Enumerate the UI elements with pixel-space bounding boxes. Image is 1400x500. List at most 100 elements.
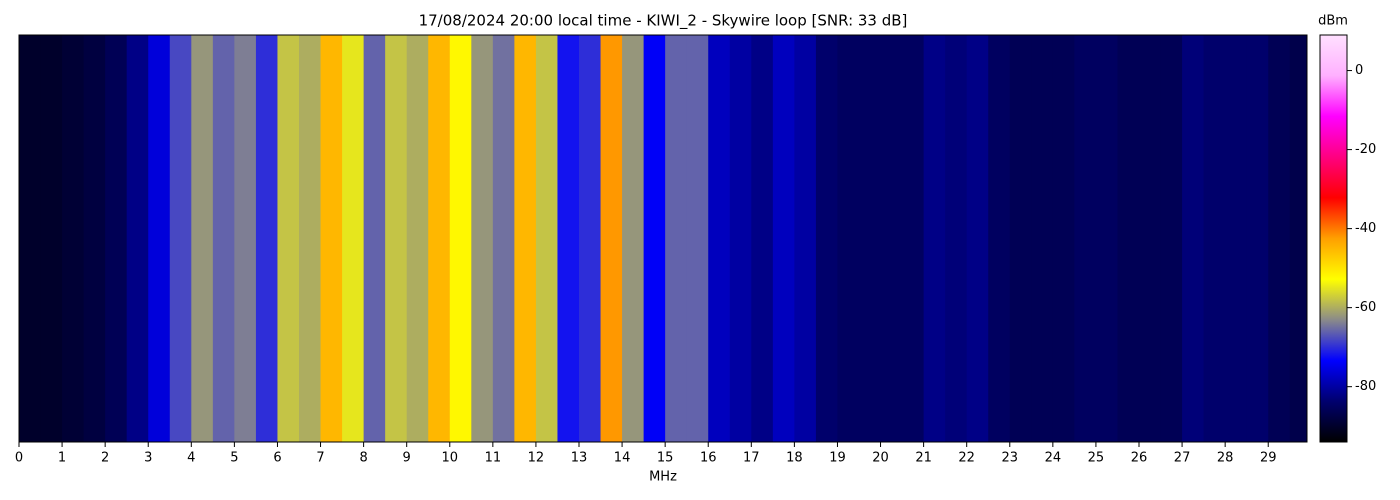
x-tick-label: 9 (403, 451, 411, 466)
heat-cell (1160, 35, 1183, 442)
heat-cell (1095, 35, 1118, 442)
heat-cell (385, 35, 408, 442)
heat-cell (923, 35, 946, 442)
x-tick-label: 29 (1260, 451, 1277, 466)
x-tick-label: 13 (571, 451, 588, 466)
heat-cell (299, 35, 322, 442)
heat-cell (212, 35, 235, 442)
heat-cell (751, 35, 774, 442)
heat-cell (643, 35, 666, 442)
heat-cell (148, 35, 171, 442)
heat-cell (105, 35, 128, 442)
heat-cell (1009, 35, 1032, 442)
heat-cell (665, 35, 688, 442)
heat-cell (794, 35, 817, 442)
heat-cell (1203, 35, 1226, 442)
heat-cell (19, 35, 42, 442)
heat-cell (363, 35, 386, 442)
heat-cell (729, 35, 752, 442)
heat-cell (428, 35, 451, 442)
heat-cell (1246, 35, 1269, 442)
heat-cell (83, 35, 106, 442)
x-tick-label: 14 (614, 451, 631, 466)
heat-cell (686, 35, 709, 442)
heat-cell (815, 35, 838, 442)
heat-cell (1182, 35, 1205, 442)
x-tick-label: 0 (15, 451, 23, 466)
x-tick-label: 7 (316, 451, 324, 466)
heat-cell (622, 35, 645, 442)
x-tick-label: 20 (872, 451, 889, 466)
heat-cell (988, 35, 1011, 442)
heat-cell (449, 35, 472, 442)
heat-cell (772, 35, 795, 442)
heat-cell (342, 35, 365, 442)
colorbar-tick-label: -20 (1355, 142, 1376, 157)
heat-cell (191, 35, 214, 442)
heat-cell (255, 35, 278, 442)
heat-cell (708, 35, 731, 442)
heat-cell (1052, 35, 1075, 442)
colorbar-tick-label: -60 (1355, 300, 1376, 315)
x-tick-label: 12 (528, 451, 545, 466)
heat-cell (1117, 35, 1140, 442)
x-tick-label: 16 (700, 451, 717, 466)
heat-cell (514, 35, 537, 442)
heat-cell (406, 35, 429, 442)
heat-cell (600, 35, 623, 442)
plot-frame (18, 34, 1308, 443)
heat-cell (880, 35, 903, 442)
x-tick-label: 4 (187, 451, 195, 466)
colorbar-tick-label: -80 (1355, 379, 1376, 394)
heat-cell (859, 35, 882, 442)
x-tick-label: 24 (1045, 451, 1062, 466)
x-tick-label: 26 (1131, 451, 1148, 466)
heat-cell (1289, 35, 1307, 442)
heat-cell (557, 35, 580, 442)
chart-title: 17/08/2024 20:00 local time - KIWI_2 - S… (419, 12, 908, 31)
x-tick-label: 27 (1174, 451, 1191, 466)
heat-cell (1268, 35, 1291, 442)
x-tick-label: 3 (144, 451, 152, 466)
x-axis-label: MHz (649, 470, 677, 485)
heat-cell (1225, 35, 1248, 442)
heat-cell (837, 35, 860, 442)
x-tick-label: 6 (273, 451, 281, 466)
x-tick-label: 2 (101, 451, 109, 466)
heat-cell (1074, 35, 1097, 442)
heat-cell (320, 35, 343, 442)
heat-cell (966, 35, 989, 442)
colorbar (1319, 34, 1348, 443)
heat-cell (40, 35, 63, 442)
heat-cell (492, 35, 515, 442)
heat-cell (902, 35, 925, 442)
x-tick-label: 11 (485, 451, 502, 466)
heat-cell (277, 35, 300, 442)
heat-cell (126, 35, 149, 442)
x-tick-label: 17 (743, 451, 760, 466)
heat-cell (1139, 35, 1162, 442)
x-tick-label: 21 (915, 451, 932, 466)
heat-cell (234, 35, 257, 442)
heat-cell (535, 35, 558, 442)
heat-cell (471, 35, 494, 442)
colorbar-tick-label: -40 (1355, 221, 1376, 236)
heat-cell (579, 35, 602, 442)
heat-cell (1031, 35, 1054, 442)
x-tick-label: 1 (58, 451, 66, 466)
x-tick-label: 23 (1001, 451, 1018, 466)
heat-cell (945, 35, 968, 442)
plot-area (19, 35, 1307, 442)
heat-cell (169, 35, 192, 442)
x-tick-label: 5 (230, 451, 238, 466)
colorbar-label: dBm (1318, 14, 1348, 29)
x-tick-label: 15 (657, 451, 674, 466)
x-tick-label: 8 (359, 451, 367, 466)
x-tick-label: 28 (1217, 451, 1234, 466)
x-tick-label: 18 (786, 451, 803, 466)
colorbar-tick-label: 0 (1355, 63, 1363, 78)
x-tick-label: 19 (829, 451, 846, 466)
heat-cell (62, 35, 85, 442)
